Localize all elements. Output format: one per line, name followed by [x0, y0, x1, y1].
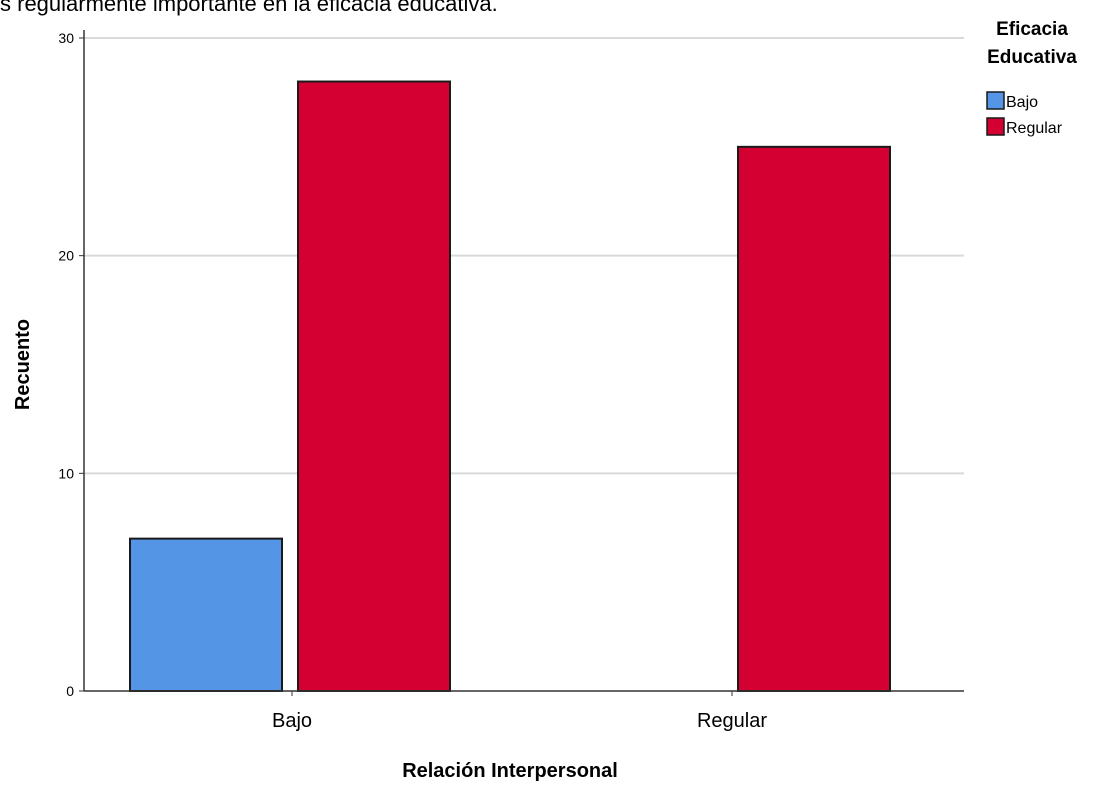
legend-swatch [986, 117, 1005, 136]
y-tick-label: 20 [58, 248, 74, 264]
y-axis-ticks: 0 10 20 30 [58, 30, 84, 699]
bar-bajo-regular [297, 80, 451, 693]
legend-title: Educativa [987, 47, 1077, 68]
x-tick-label: Regular [697, 710, 767, 732]
legend: Eficacia Educativa Bajo Regular [986, 19, 1077, 137]
legend-label: Bajo [1006, 94, 1038, 111]
x-axis-title: Relación Interpersonal [402, 760, 618, 782]
y-tick-label: 30 [58, 30, 74, 46]
bar-bajo-bajo [129, 537, 283, 693]
legend-label: Regular [1006, 120, 1063, 137]
caption-fragment: s regularmente importante en la eficacia… [0, 0, 498, 16]
y-tick-label: 0 [66, 683, 74, 699]
y-axis-title: Recuento [12, 319, 34, 410]
legend-swatch [986, 91, 1005, 110]
bars [129, 80, 891, 693]
legend-title: Eficacia [996, 19, 1068, 40]
y-tick-label: 10 [58, 465, 74, 481]
x-axis-ticks: Bajo Regular [272, 691, 767, 732]
bar-regular-regular [737, 145, 891, 693]
x-tick-label: Bajo [272, 710, 312, 732]
